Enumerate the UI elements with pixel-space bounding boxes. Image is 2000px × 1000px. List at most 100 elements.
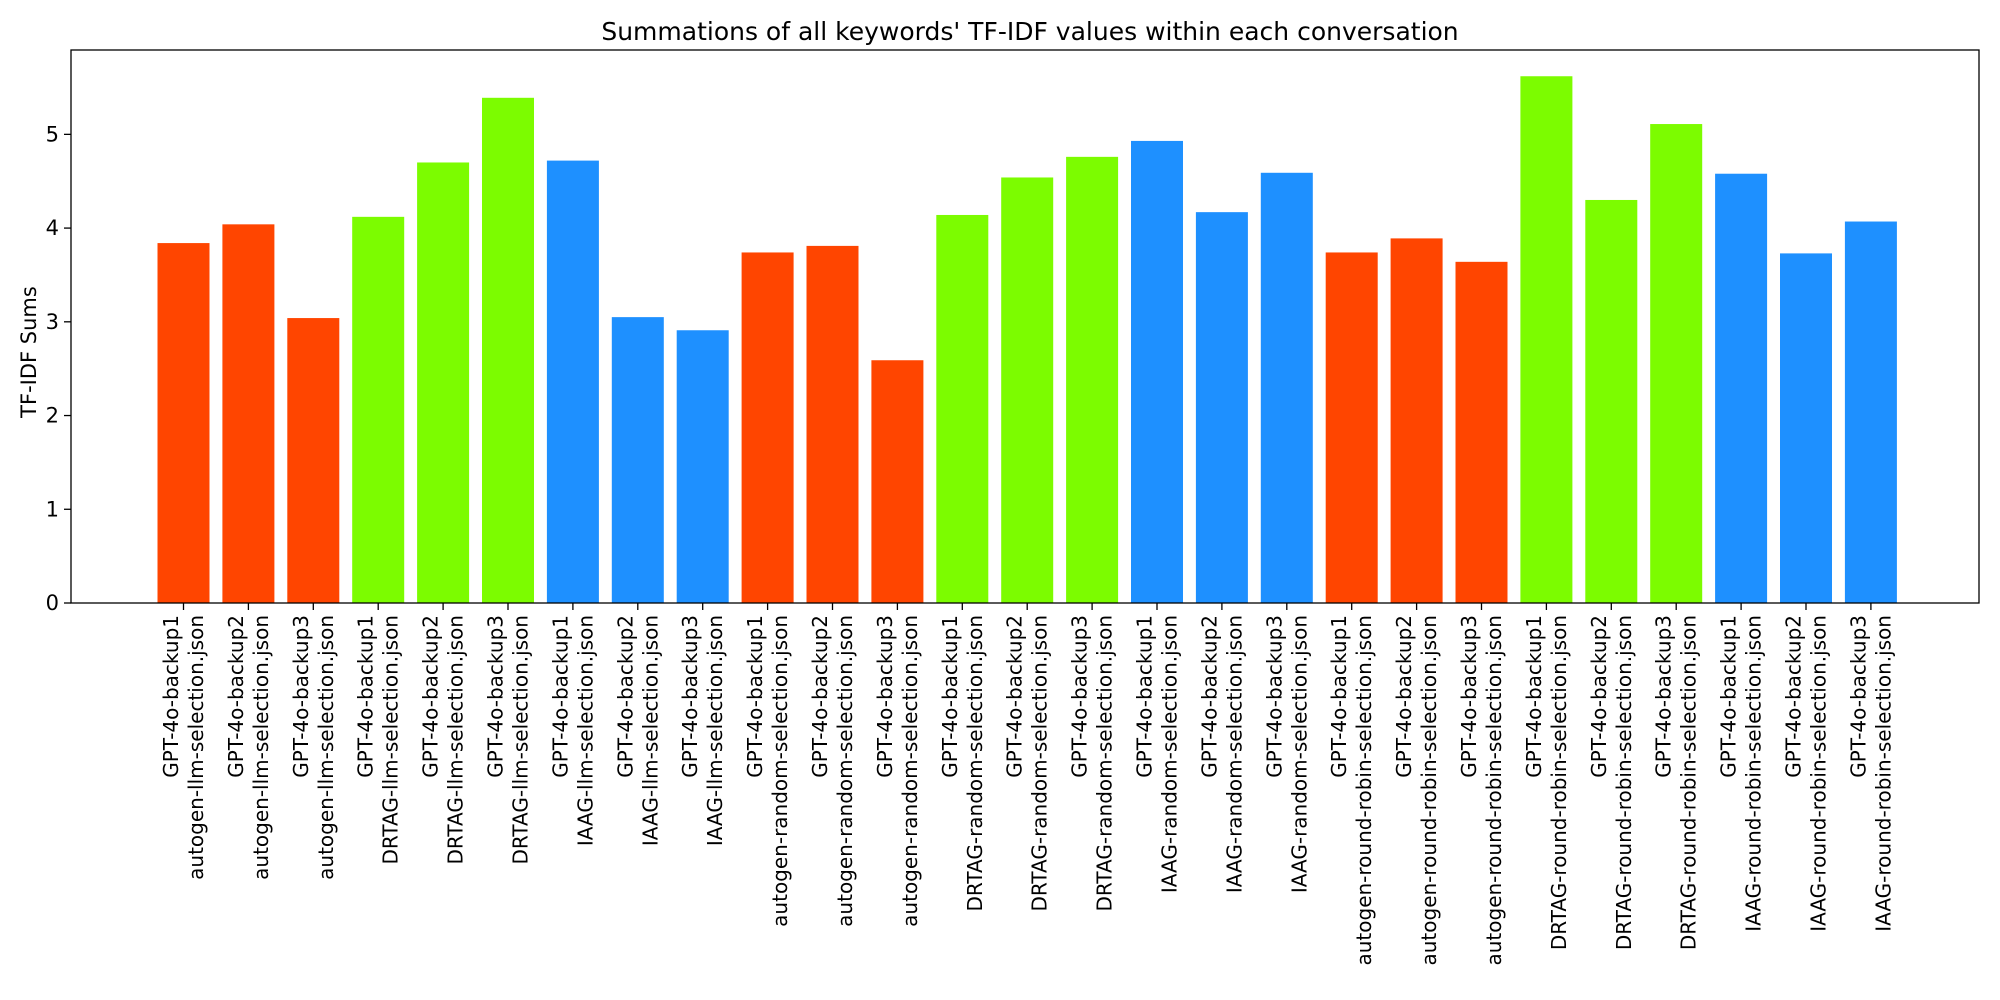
x-tick-label-line: GPT-4o-backup1 <box>1717 615 1741 778</box>
x-tick-label: GPT-4o-backup2 IAAG-llm-selection.json <box>613 615 662 846</box>
x-tick-label-line: IAAG-round-robin-selection.json <box>1807 615 1831 932</box>
x-tick-label-line: DRTAG-round-robin-selection.json <box>1547 615 1571 950</box>
x-tick-label-line: DRTAG-random-selection.json <box>1093 615 1117 911</box>
x-tick-label: GPT-4o-backup1 autogen-random-selection.j… <box>743 615 792 927</box>
bar <box>1390 238 1443 604</box>
x-tick-label-line: GPT-4o-backup1 <box>159 615 183 778</box>
y-tick-label: 3 <box>46 310 59 334</box>
y-tick-label: 2 <box>46 404 59 428</box>
x-tick-label-line: IAAG-llm-selection.json <box>703 615 727 846</box>
x-tick-label-line: GPT-4o-backup3 <box>873 615 897 778</box>
bar <box>1844 221 1897 603</box>
bar <box>1131 140 1183 604</box>
x-tick-label-line: GPT-4o-backup2 <box>224 615 248 778</box>
x-tick-label-line: GPT-4o-backup1 <box>354 615 378 778</box>
x-tick-label: GPT-4o-backup3 IAAG-round-robin-selection… <box>1846 615 1895 932</box>
x-tick-label: GPT-4o-backup2 DRTAG-round-robin-selectio… <box>1587 615 1636 950</box>
x-tick-label: GPT-4o-backup2 IAAG-random-selection.json <box>1197 615 1246 893</box>
bar <box>1325 252 1378 604</box>
bar <box>1520 76 1573 603</box>
x-tick-label-line: autogen-llm-selection.json <box>314 615 338 880</box>
x-tick-label-line: GPT-4o-backup2 <box>1782 615 1806 778</box>
x-tick-label: GPT-4o-backup1 autogen-llm-selection.json <box>159 615 208 880</box>
x-tick-label-line: IAAG-llm-selection.json <box>638 615 662 846</box>
bar <box>1585 199 1638 603</box>
x-tick-label-line: IAAG-random-selection.json <box>1222 615 1246 893</box>
x-tick-label-line: autogen-random-selection.json <box>833 615 857 927</box>
x-tick-label-line: GPT-4o-backup3 <box>289 615 313 778</box>
x-tick-label-line: autogen-round-robin-selection.json <box>1417 615 1441 966</box>
bar <box>417 162 470 603</box>
y-tick-label: 4 <box>46 216 59 240</box>
bar <box>806 245 859 603</box>
x-tick-label-line: GPT-4o-backup3 <box>1262 615 1286 778</box>
x-tick-label-line: GPT-4o-backup1 <box>548 615 572 778</box>
bar <box>287 318 340 603</box>
x-tick-label-line: GPT-4o-backup2 <box>808 615 832 778</box>
x-tick-label-line: DRTAG-llm-selection.json <box>509 615 533 865</box>
bar <box>1195 212 1248 603</box>
x-tick-label-line: GPT-4o-backup3 <box>484 615 508 778</box>
x-tick-label: GPT-4o-backup2 IAAG-round-robin-selection… <box>1782 615 1831 932</box>
x-tick-label: GPT-4o-backup2 autogen-round-robin-select… <box>1392 615 1441 966</box>
x-tick-label: GPT-4o-backup2 autogen-llm-selection.json <box>224 615 273 880</box>
x-tick-label: GPT-4o-backup1 autogen-round-robin-select… <box>1327 615 1376 966</box>
x-tick-label: GPT-4o-backup3 DRTAG-llm-selection.json <box>484 615 533 865</box>
bars-group <box>157 76 1897 604</box>
bar <box>222 224 275 604</box>
x-tick-label-line: GPT-4o-backup3 <box>1846 615 1870 778</box>
x-tick-label-line: autogen-random-selection.json <box>898 615 922 927</box>
x-tick-label-line: DRTAG-llm-selection.json <box>444 615 468 865</box>
x-tick-label-line: GPT-4o-backup1 <box>1327 615 1351 778</box>
bar <box>611 317 664 603</box>
x-tick-label-line: IAAG-random-selection.json <box>1158 615 1182 893</box>
x-tick-label-line: GPT-4o-backup2 <box>1197 615 1221 778</box>
x-tick-label-line: IAAG-round-robin-selection.json <box>1871 615 1895 932</box>
x-tick-label-line: GPT-4o-backup1 <box>1522 615 1546 778</box>
x-tick-label-line: GPT-4o-backup1 <box>1133 615 1157 778</box>
x-tick-label: GPT-4o-backup2 DRTAG-random-selection.jso… <box>1003 615 1052 911</box>
x-tick-label-line: GPT-4o-backup2 <box>1003 615 1027 778</box>
x-tick-label-line: DRTAG-round-robin-selection.json <box>1677 615 1701 950</box>
x-tick-label: GPT-4o-backup3 IAAG-llm-selection.json <box>678 615 727 846</box>
bar <box>1260 172 1313 604</box>
x-tick-label-line: IAAG-random-selection.json <box>1287 615 1311 893</box>
x-tick-label-line: GPT-4o-backup3 <box>1068 615 1092 778</box>
x-tick-label-line: IAAG-llm-selection.json <box>573 615 597 846</box>
x-tick-label-line: GPT-4o-backup2 <box>1587 615 1611 778</box>
x-tick-label-line: autogen-round-robin-selection.json <box>1352 615 1376 966</box>
x-tick-label: GPT-4o-backup2 DRTAG-llm-selection.json <box>419 615 468 865</box>
x-tick-label-line: DRTAG-round-robin-selection.json <box>1612 615 1636 950</box>
x-tick-label-line: GPT-4o-backup2 <box>419 615 443 778</box>
bar <box>936 214 989 603</box>
y-axis-label: TF-IDF Sums <box>17 286 41 419</box>
bar <box>1001 177 1054 603</box>
x-tick-label-line: GPT-4o-backup3 <box>1457 615 1481 778</box>
x-tick-label-line: GPT-4o-backup1 <box>743 615 767 778</box>
bar <box>1780 253 1832 603</box>
x-tick-label: GPT-4o-backup3 DRTAG-round-robin-selectio… <box>1652 615 1701 950</box>
bar <box>741 252 794 604</box>
bar <box>1650 124 1703 603</box>
x-tick-label: GPT-4o-backup1 DRTAG-round-robin-selectio… <box>1522 615 1571 950</box>
bar <box>676 330 729 603</box>
y-tick-label: 1 <box>46 497 59 521</box>
x-tick-label: GPT-4o-backup3 IAAG-random-selection.json <box>1262 615 1311 893</box>
x-tick-label: GPT-4o-backup2 autogen-random-selection.j… <box>808 615 857 927</box>
bar <box>352 216 405 604</box>
plot-area-frame <box>70 49 1980 604</box>
x-tick-label-line: DRTAG-random-selection.json <box>963 615 987 911</box>
x-tick-label-line: autogen-llm-selection.json <box>249 615 273 880</box>
x-tick-label: GPT-4o-backup1 IAAG-round-robin-selection… <box>1717 615 1766 932</box>
x-tick-label: GPT-4o-backup1 DRTAG-llm-selection.json <box>354 615 403 865</box>
x-tick-label: GPT-4o-backup1 DRTAG-random-selection.jso… <box>938 615 987 911</box>
x-tick-label-line: DRTAG-random-selection.json <box>1028 615 1052 911</box>
x-tick-label-line: DRTAG-llm-selection.json <box>379 615 403 865</box>
x-tick-label: GPT-4o-backup1 IAAG-random-selection.json <box>1133 615 1182 893</box>
x-tick-label: GPT-4o-backup3 autogen-round-robin-select… <box>1457 615 1506 966</box>
bar <box>157 243 210 603</box>
bar <box>871 360 924 603</box>
x-tick-label-line: autogen-round-robin-selection.json <box>1482 615 1506 966</box>
x-tick-label-line: autogen-random-selection.json <box>768 615 792 927</box>
bar <box>1066 156 1119 604</box>
